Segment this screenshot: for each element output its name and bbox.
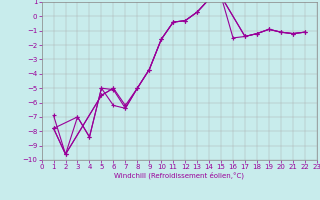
X-axis label: Windchill (Refroidissement éolien,°C): Windchill (Refroidissement éolien,°C): [114, 172, 244, 179]
